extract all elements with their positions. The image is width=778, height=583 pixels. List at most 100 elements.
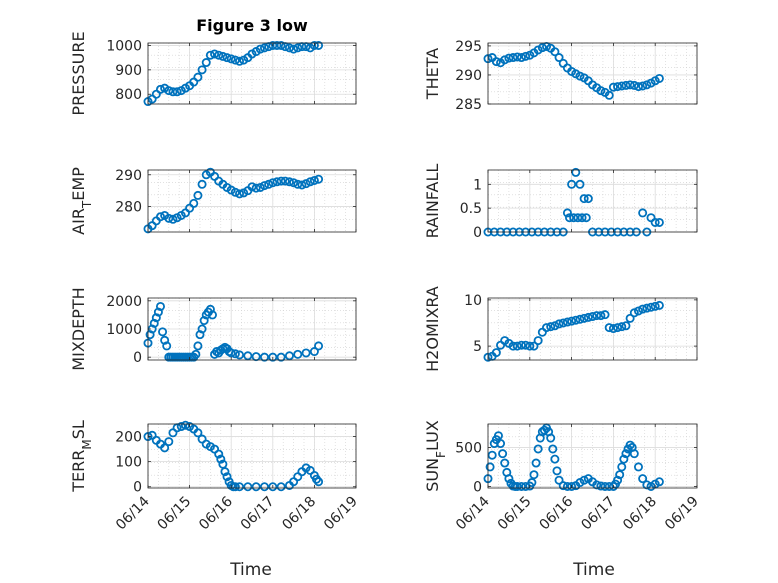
data-point xyxy=(575,314,585,324)
data-point xyxy=(575,179,585,189)
data-point xyxy=(314,174,324,184)
subplot-terr-msl: 0 100 200 06/14 06/15 06/16 06/17 06/18 06/19 TER… xyxy=(69,420,361,533)
data-point xyxy=(550,454,560,464)
data-point xyxy=(272,40,282,50)
data-point xyxy=(592,480,602,490)
y-axis-label: MIXDEPTH xyxy=(69,287,88,370)
y-axis-label: PRESSURE xyxy=(69,31,88,115)
data-point xyxy=(276,482,286,492)
x-tick-label: 06/18 xyxy=(279,494,319,534)
data-point xyxy=(498,449,508,459)
data-point xyxy=(516,53,526,63)
data-point xyxy=(309,347,319,357)
data-point xyxy=(191,349,201,359)
x-tick-label: 06/18 xyxy=(620,494,660,534)
data-point xyxy=(629,308,639,318)
data-point xyxy=(554,319,564,329)
data-point xyxy=(633,82,643,92)
data-point xyxy=(613,475,623,485)
data-point xyxy=(314,40,324,50)
x-tick-label: 06/14 xyxy=(113,493,153,533)
y-tick-label: 500 xyxy=(455,440,482,456)
figure-title: Figure 3 low xyxy=(196,16,308,35)
axes-box xyxy=(147,42,357,105)
y-tick-label: 200 xyxy=(115,430,142,446)
data-point xyxy=(558,318,568,328)
data-point xyxy=(579,313,589,323)
data-point xyxy=(621,80,631,90)
data-point xyxy=(569,213,579,223)
data-point xyxy=(642,80,652,90)
data-point xyxy=(529,470,539,480)
data-point xyxy=(633,306,643,316)
data-point xyxy=(596,481,606,491)
data-point xyxy=(633,462,643,472)
data-point xyxy=(180,420,190,430)
data-point xyxy=(189,198,199,208)
data-point xyxy=(516,481,526,491)
data-point xyxy=(516,340,526,350)
subplot-sun-flux: 0 500 06/14 06/15 06/16 06/17 06/18 06/19 SUNFLU… xyxy=(423,420,702,533)
x-axis-label-left: Time xyxy=(229,560,272,580)
data-point xyxy=(504,53,514,63)
data-point xyxy=(588,312,598,322)
data-point xyxy=(172,87,182,97)
y-tick-label: 280 xyxy=(115,200,142,216)
y-tick-label: 290 xyxy=(455,68,482,84)
data-point xyxy=(527,478,537,488)
data-point xyxy=(625,313,635,323)
data-point xyxy=(210,49,220,59)
data-point xyxy=(259,482,269,492)
data-point xyxy=(548,444,558,454)
subplot-theta: 285 290 295 THETA xyxy=(423,39,698,113)
data-point xyxy=(230,55,240,65)
data-point xyxy=(508,341,518,351)
data-point xyxy=(546,433,556,443)
data-point xyxy=(617,322,627,332)
y-tick-label: 2000 xyxy=(106,294,142,310)
axes-box xyxy=(487,169,698,233)
data-point xyxy=(512,481,522,491)
data-point xyxy=(289,178,299,188)
data-point xyxy=(297,180,307,190)
y-axis-label: AIRTEMP xyxy=(69,167,94,235)
y-tick-label: 295 xyxy=(455,39,482,55)
data-point xyxy=(293,349,303,359)
data-point xyxy=(577,213,587,223)
data-point xyxy=(259,352,269,362)
data-point xyxy=(284,351,294,361)
data-point xyxy=(243,482,253,492)
data-point xyxy=(608,481,618,491)
data-point xyxy=(550,321,560,331)
data-point xyxy=(155,84,165,94)
data-point xyxy=(567,179,577,189)
data-point xyxy=(176,422,186,432)
axes-box xyxy=(147,423,357,489)
subplot-air-temp: 280 290 AIRTEMP xyxy=(69,167,357,235)
data-point xyxy=(613,323,623,333)
data-point xyxy=(301,348,311,358)
data-point xyxy=(571,315,581,325)
data-point xyxy=(276,176,286,186)
data-point xyxy=(276,40,286,50)
data-point xyxy=(531,458,541,468)
data-point xyxy=(155,301,165,311)
data-point xyxy=(293,179,303,189)
axes-box xyxy=(487,42,698,105)
data-point xyxy=(496,439,506,449)
y-axis-label: THETA xyxy=(423,48,442,100)
data-point xyxy=(625,80,635,90)
y-tick-label: 1000 xyxy=(106,322,142,338)
data-point xyxy=(268,178,278,188)
data-point xyxy=(562,481,572,491)
data-point xyxy=(255,44,265,54)
data-point xyxy=(508,53,518,63)
y-tick-label: 1 xyxy=(473,177,482,193)
data-point xyxy=(222,472,232,482)
data-point xyxy=(579,194,589,204)
data-point xyxy=(567,481,577,491)
data-point xyxy=(230,349,240,359)
data-point xyxy=(512,52,522,62)
data-point xyxy=(579,475,589,485)
